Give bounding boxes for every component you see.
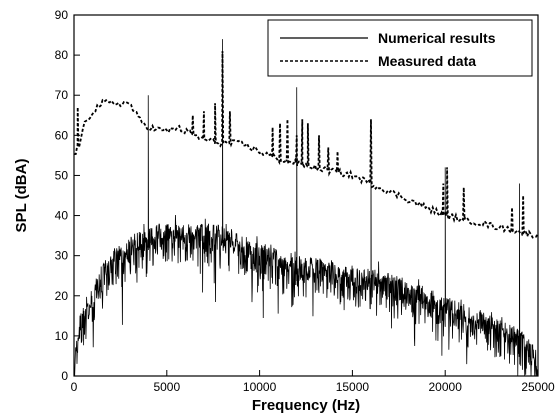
x-tick-label: 0 [71, 380, 78, 394]
x-axis-title: Frequency (Hz) [252, 397, 360, 414]
series-measured-data-line [74, 51, 538, 237]
x-tick-label: 5000 [153, 380, 180, 394]
y-tick-label: 20 [55, 289, 69, 303]
y-tick-label: 60 [55, 128, 69, 142]
y-tick-label: 10 [55, 329, 69, 343]
y-tick-label: 90 [55, 8, 69, 22]
x-tick-label: 25000 [521, 380, 555, 394]
legend: Numerical results Measured data [268, 20, 532, 76]
x-tick-label: 10000 [243, 380, 277, 394]
y-axis-ticks: 0 10 20 30 40 50 60 70 80 90 [55, 8, 80, 383]
series-numerical-results-line [74, 39, 538, 376]
y-tick-label: 0 [61, 369, 68, 383]
y-tick-label: 80 [55, 48, 69, 62]
y-tick-label: 30 [55, 249, 69, 263]
legend-label-numerical: Numerical results [378, 30, 496, 46]
x-axis-ticks: 0 5000 10000 15000 20000 25000 [71, 370, 555, 394]
plot-area [74, 39, 538, 376]
x-tick-label: 15000 [336, 380, 370, 394]
y-axis-title: SPL (dBA) [13, 159, 30, 233]
y-tick-label: 40 [55, 209, 69, 223]
x-tick-label: 20000 [429, 380, 463, 394]
y-tick-label: 50 [55, 168, 69, 182]
y-tick-label: 70 [55, 88, 69, 102]
legend-label-measured: Measured data [378, 53, 476, 69]
